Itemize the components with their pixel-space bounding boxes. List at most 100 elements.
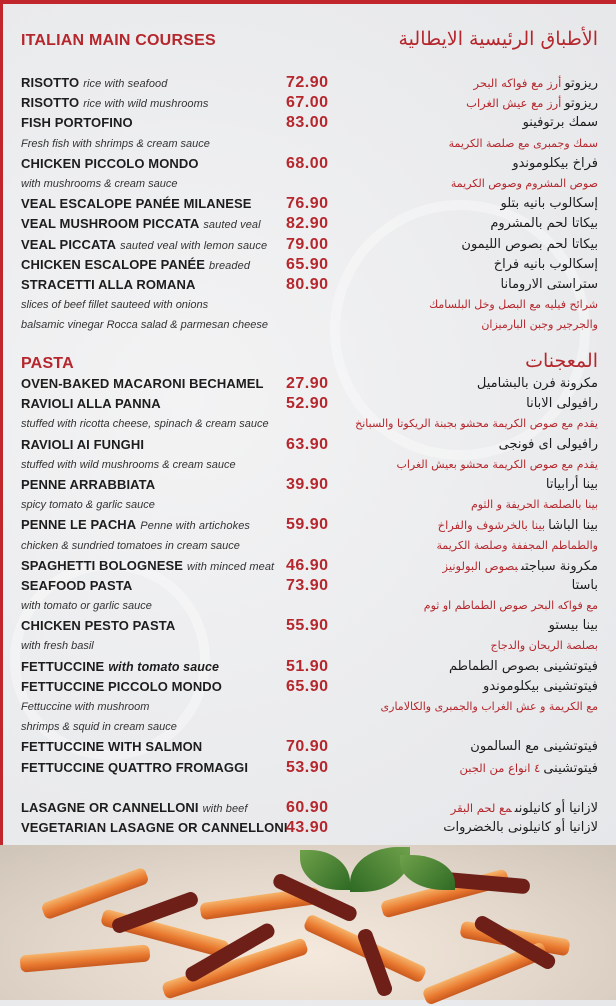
item-note: with tomato sauce — [108, 659, 220, 674]
item-name-text: CHICKEN PESTO PASTA — [21, 618, 176, 634]
item-name-arabic-text: إسكالوب بانيه بتلو — [500, 196, 598, 212]
item-name: FETTUCCINE QUATTRO FROMAGGI — [21, 758, 248, 778]
menu-item: RISOTTO rice with seafood 72.90 ريزوتوأرز م… — [0, 73, 616, 93]
item-description-arabic: سمك وجمبرى مع صلصة الكريمة — [448, 136, 598, 150]
item-description: with mushrooms & cream sauce — [21, 177, 178, 190]
item-note: rice with wild mushrooms — [83, 98, 209, 111]
item-name: CHICKEN PESTO PASTA — [21, 616, 175, 636]
menu-item: FETTUCCINE PICCOLO MONDO 65.90 فيتوتشينى ب… — [0, 677, 616, 697]
item-name: LASAGNE OR CANNELLONI with beef — [21, 798, 248, 819]
menu-item: FISH PORTOFINO 83.00 سمك برتوفينو — [0, 113, 616, 133]
left-border — [0, 0, 3, 845]
menu-item: SPAGHETTI BOLOGNESE with minced meat 46.90… — [0, 556, 616, 576]
item-note: sauted veal with lemon sauce — [120, 239, 268, 252]
item-description: Fettuccine with mushroom — [21, 701, 150, 713]
item-name-arabic-text: إسكالوب بانيه فراخ — [493, 256, 598, 272]
item-name-arabic: ريزوتوأرز مع عيش الغراب — [466, 93, 598, 114]
item-note: sauted veal — [203, 219, 261, 232]
item-name-arabic-text: بينا أرابياتا — [545, 476, 598, 492]
menu-item: CHICKEN ESCALOPE PANÉE breaded 65.90 إسكالو… — [0, 255, 616, 275]
item-name-arabic-text: رافيولى اى فونجى — [498, 436, 598, 452]
item-name-arabic: ستراستى الارومانا — [501, 275, 598, 295]
item-name-text: VEAL MUSHROOM PICCATA — [21, 216, 200, 232]
item-name: OVEN-BAKED MACARONI BECHAMEL — [21, 374, 264, 394]
item-name-arabic-text: فراخ بيكلوموندو — [512, 155, 598, 171]
item-name: VEAL ESCALOPE PANÉE MILANESE — [21, 194, 252, 214]
item-description: Fresh fish with shrimps & cream sauce — [21, 137, 210, 150]
item-name: PENNE LE PACHA Penne with artichokes — [21, 515, 250, 536]
item-name: VEAL PICCATA sauted veal with lemon sauce — [21, 235, 267, 256]
item-description-arabic: والطماطم المجففة وصلصة الكريمة — [436, 538, 598, 552]
item-name-arabic-text: لازانيا أو كانيلونى بالخضروات — [443, 820, 598, 836]
item-description-arabic: والجرجير وجبن البارميزان — [481, 318, 598, 332]
menu-item: CHICKEN PICCOLO MONDO 68.00 فراخ بيكلوموند… — [0, 154, 616, 174]
item-name-arabic-text: باستا — [571, 577, 598, 593]
item-name-text: VEAL PICCATA — [21, 236, 117, 252]
menu-item-description: Fettuccine with mushroom مع الكريمة و عش … — [0, 697, 616, 717]
item-description-arabic: بينا بالصلصة الحريفة و الثوم — [470, 498, 598, 512]
item-name: RISOTTO rice with wild mushrooms — [21, 93, 209, 114]
menu-item-description: with tomato or garlic sauce مع فواكه البح… — [0, 596, 616, 616]
item-name: RISOTTO rice with seafood — [21, 73, 168, 94]
item-name: RAVIOLI ALLA PANNA — [21, 394, 161, 414]
item-name-arabic-text: مكرونة سباجتى — [521, 558, 598, 574]
item-name-text: VEAL ESCALOPE PANÉE MILANESE — [21, 196, 252, 212]
item-price: 79.00 — [286, 235, 329, 253]
item-description: stuffed with ricotta cheese, spinach & c… — [21, 418, 269, 431]
item-price: 73.90 — [286, 576, 329, 594]
item-name-arabic: فيتوتشينى بصوص الطماطم — [449, 657, 598, 677]
item-name: PENNE ARRABBIATA — [21, 475, 155, 495]
item-name-arabic-text: فيتوتشينى بيكلوموندو — [483, 678, 598, 694]
item-name-arabic: فراخ بيكلوموندو — [512, 154, 598, 174]
item-name-arabic: فيتوتشينى مع السالمون — [470, 737, 598, 757]
item-name-arabic: رافيولى الابانا — [526, 394, 598, 414]
menu-item: RAVIOLI ALLA PANNA 52.90 رافيولى الابانا — [0, 394, 616, 414]
item-name-arabic-text: لازانيا أو كانيلونى — [514, 800, 598, 816]
item-name-arabic: لازانيا أو كانيلونىمع لحم البقر — [451, 798, 598, 819]
item-name-arabic: فيتوتشينى٤ انواع من الجبن — [460, 758, 599, 779]
menu-item-description: with fresh basil بصلصة الريحان والدجاج — [0, 636, 616, 656]
item-name-text: SPAGHETTI BOLOGNESE — [21, 557, 184, 573]
main-courses-title: ITALIAN MAIN COURSES — [21, 32, 216, 49]
item-name-text: STRACETTI ALLA ROMANA — [21, 276, 196, 292]
item-name-text: FETTUCCINE PICCOLO MONDO — [21, 678, 223, 694]
item-name-text: OVEN-BAKED MACARONI BECHAMEL — [21, 376, 264, 391]
item-price: 46.90 — [286, 556, 329, 574]
menu-item: VEAL MUSHROOM PICCATA sauted veal 82.90 بيك… — [0, 214, 616, 234]
menu-item: FETTUCCINE with tomato sauce 51.90 فيتوتشين… — [0, 657, 616, 677]
spacer — [0, 778, 616, 798]
pasta-title: PASTA — [21, 355, 74, 372]
item-name-text: RAVIOLI ALLA PANNA — [21, 396, 161, 412]
menu-item: PENNE LE PACHA Penne with artichokes 59.90… — [0, 515, 616, 535]
item-name-arabic: لازانيا أو كانيلونى بالخضروات — [443, 818, 598, 838]
item-name: SEAFOOD PASTA — [21, 576, 132, 596]
item-description: balsamic vinegar Rocca salad & parmesan … — [21, 319, 269, 332]
item-name: CHICKEN PICCOLO MONDO — [21, 154, 199, 174]
item-name: VEAL MUSHROOM PICCATA sauted veal — [21, 214, 261, 235]
menu-item-description: spicy tomato & garlic sauce بينا بالصلصة … — [0, 495, 616, 515]
pasta-list: OVEN-BAKED MACARONI BECHAMEL 27.90 مكرونة … — [0, 374, 616, 838]
item-name-text: FETTUCCINE WITH SALMON — [21, 739, 203, 755]
item-price: 59.90 — [286, 516, 329, 534]
item-name-arabic-text: بينا بيستو — [548, 618, 598, 634]
menu-item: STRACETTI ALLA ROMANA 80.90 ستراستى الاروم… — [0, 275, 616, 295]
background-swirl — [10, 560, 210, 760]
menu-item: VEGETARIAN LASAGNE OR CANNELLONI 43.90 لاز… — [0, 818, 616, 838]
item-note-arabic: بينا بالخرشوف والفراخ — [437, 518, 546, 533]
item-name-text: RISOTTO — [21, 95, 80, 111]
item-price: 53.90 — [286, 758, 329, 776]
menu-item-description: Fresh fish with shrimps & cream sauce سمك… — [0, 134, 616, 154]
menu-item: FETTUCCINE WITH SALMON 70.90 فيتوتشينى مع … — [0, 737, 616, 757]
item-description-arabic: مع الكريمة و عش الغراب والجمبرى والكالام… — [380, 700, 598, 713]
item-name: FETTUCCINE with tomato sauce — [21, 657, 219, 677]
item-name-text: LASAGNE OR CANNELLONI — [21, 799, 199, 815]
item-price: 60.90 — [286, 798, 329, 816]
menu-item: OVEN-BAKED MACARONI BECHAMEL 27.90 مكرونة … — [0, 374, 616, 394]
menu-item-description: stuffed with wild mushrooms & cream sauc… — [0, 455, 616, 475]
item-name-arabic: رافيولى اى فونجى — [499, 435, 598, 455]
item-description: spicy tomato & garlic sauce — [21, 499, 155, 512]
item-price: 68.00 — [286, 154, 329, 172]
item-description: with fresh basil — [21, 640, 94, 653]
item-description-arabic: صوص المشروم وصوص الكريمة — [450, 176, 598, 190]
item-description-arabic: يقدم مع صوص الكريمة محشو بعيش الغراب — [396, 457, 598, 471]
